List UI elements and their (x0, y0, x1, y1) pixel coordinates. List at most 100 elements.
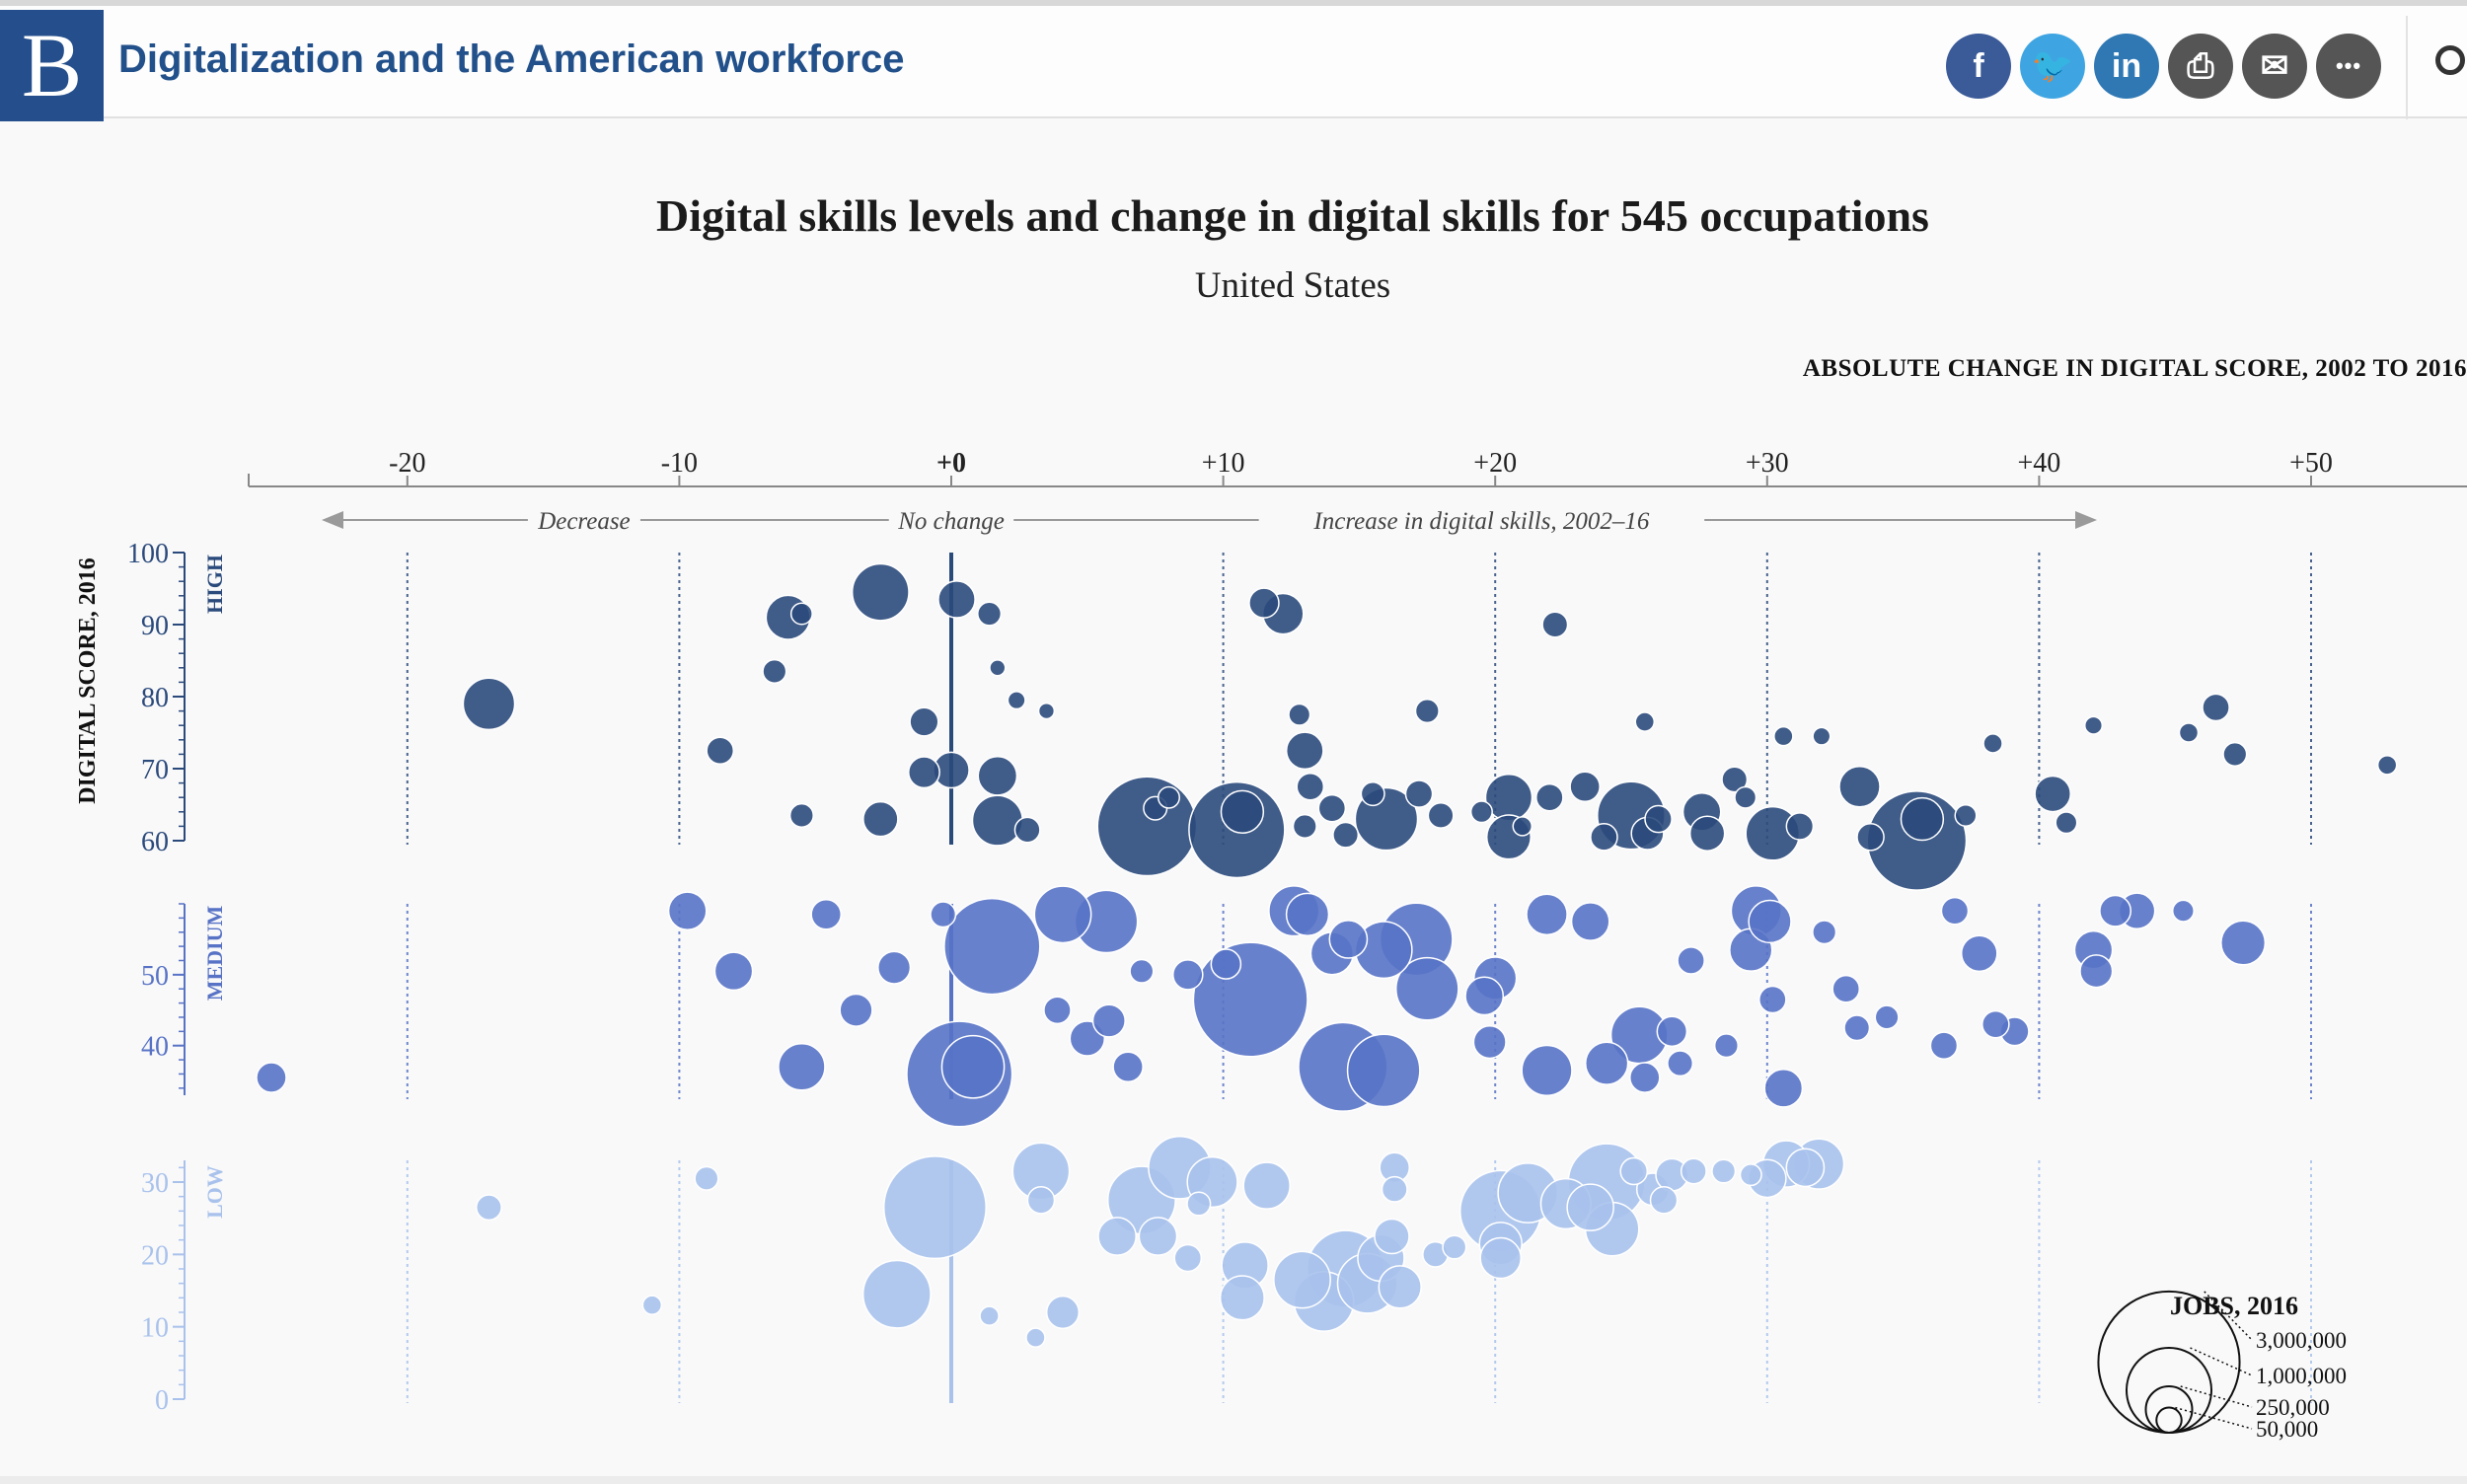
annotation-bg (1258, 502, 1705, 536)
data-point (667, 891, 708, 931)
data-point (1033, 885, 1092, 944)
data-point (940, 1034, 1006, 1099)
data-point (1332, 821, 1360, 849)
data-point (1843, 1014, 1871, 1042)
data-point (1569, 771, 1601, 803)
data-point (1619, 1156, 1649, 1186)
y-tick-label: 10 (141, 1313, 169, 1344)
size-legend-label: 50,000 (2256, 1417, 2318, 1442)
y-tick-label: 40 (141, 1032, 169, 1063)
data-point (1427, 801, 1455, 829)
data-point (1748, 899, 1792, 944)
data-point (2202, 693, 2230, 722)
data-point (1171, 959, 1204, 991)
data-point (1758, 985, 1787, 1014)
search-icon[interactable] (2435, 45, 2465, 75)
data-point (1590, 823, 1618, 852)
data-point (1874, 1004, 1900, 1030)
data-point (2178, 722, 2200, 743)
data-point (1526, 893, 1568, 936)
data-point (2222, 741, 2248, 767)
data-point (1157, 785, 1180, 809)
data-point (694, 1165, 719, 1191)
data-point (788, 802, 814, 829)
annotation-bg (527, 502, 640, 536)
y-tick-label: 80 (141, 683, 169, 713)
y-tick-label: 70 (141, 755, 169, 785)
more-icon[interactable]: ••• (2316, 34, 2381, 99)
annotation-bg (888, 502, 1014, 536)
page-bottom-rule (0, 1476, 2467, 1484)
data-point (1812, 920, 1837, 945)
data-point (1711, 1158, 1737, 1184)
size-legend-leader (2204, 1291, 2253, 1341)
data-point (256, 1062, 287, 1093)
data-point (877, 950, 912, 985)
chart-subtitle: United States (1194, 265, 1391, 306)
data-point (1734, 785, 1757, 809)
data-point (1677, 946, 1705, 975)
data-point (1812, 726, 1832, 746)
data-point (851, 562, 910, 622)
data-point (1940, 896, 1970, 926)
data-point (937, 580, 976, 619)
data-point (861, 1259, 932, 1329)
data-point (2376, 755, 2398, 776)
header-divider (2406, 16, 2408, 119)
data-point (1954, 803, 1978, 827)
site-title[interactable]: Digitalization and the American workforc… (118, 37, 905, 81)
data-point (1512, 816, 1533, 837)
data-point (1929, 1031, 1959, 1061)
data-point (1097, 1217, 1137, 1256)
data-point (706, 736, 735, 766)
size-legend-label: 3,000,000 (2256, 1328, 2347, 1353)
data-point (1317, 793, 1347, 823)
email-icon[interactable]: ✉ (2242, 34, 2307, 99)
size-legend-circle (2155, 1406, 2183, 1434)
data-point (810, 898, 843, 930)
data-point (2099, 894, 2132, 928)
data-point (882, 1155, 987, 1260)
data-point (1680, 1157, 1707, 1185)
data-point (1713, 1033, 1740, 1059)
twitter-icon[interactable]: 🐦 (2020, 34, 2085, 99)
size-legend-title: JOBS, 2016 (2170, 1292, 2298, 1320)
data-point (1442, 1234, 1467, 1260)
data-point (1292, 813, 1317, 839)
data-point (641, 1295, 663, 1315)
brookings-logo[interactable]: B (0, 10, 104, 121)
y-axis-title: DIGITAL SCORE, 2016 (75, 557, 101, 804)
x-tick-label: +0 (936, 448, 966, 479)
data-point (930, 901, 957, 928)
data-point (1739, 1163, 1762, 1187)
y-tick-label: 30 (141, 1168, 169, 1199)
data-point (1535, 782, 1564, 812)
data-point (1192, 941, 1308, 1058)
facebook-icon[interactable]: f (1946, 34, 2011, 99)
x-axis-title: ABSOLUTE CHANGE IN DIGITAL SCORE, 2002 T… (1802, 355, 2467, 382)
print-icon[interactable]: ⎙ (2168, 34, 2233, 99)
x-tick-label: -20 (389, 448, 425, 479)
data-point (977, 601, 1003, 627)
data-point (1566, 1183, 1614, 1231)
data-point (1521, 1044, 1573, 1096)
size-legend-leader (2190, 1347, 2253, 1376)
data-point (943, 897, 1041, 996)
data-point (1656, 1015, 1688, 1048)
data-point (1242, 1161, 1291, 1210)
data-point (1210, 948, 1242, 980)
y-tick-label: 50 (141, 961, 169, 992)
data-point (1129, 958, 1155, 984)
data-point (1832, 974, 1861, 1003)
data-point (1785, 812, 1815, 841)
chart-title: Digital skills levels and change in digi… (656, 190, 1929, 241)
data-point (1763, 1068, 1804, 1108)
y-tick-label: 20 (141, 1240, 169, 1271)
size-legend-label: 1,000,000 (2256, 1364, 2347, 1388)
data-point (1541, 611, 1569, 638)
data-point (1404, 779, 1434, 808)
data-point (1374, 1218, 1410, 1255)
linkedin-icon[interactable]: in (2094, 34, 2159, 99)
data-point (2083, 715, 2104, 735)
data-point (1013, 816, 1041, 844)
